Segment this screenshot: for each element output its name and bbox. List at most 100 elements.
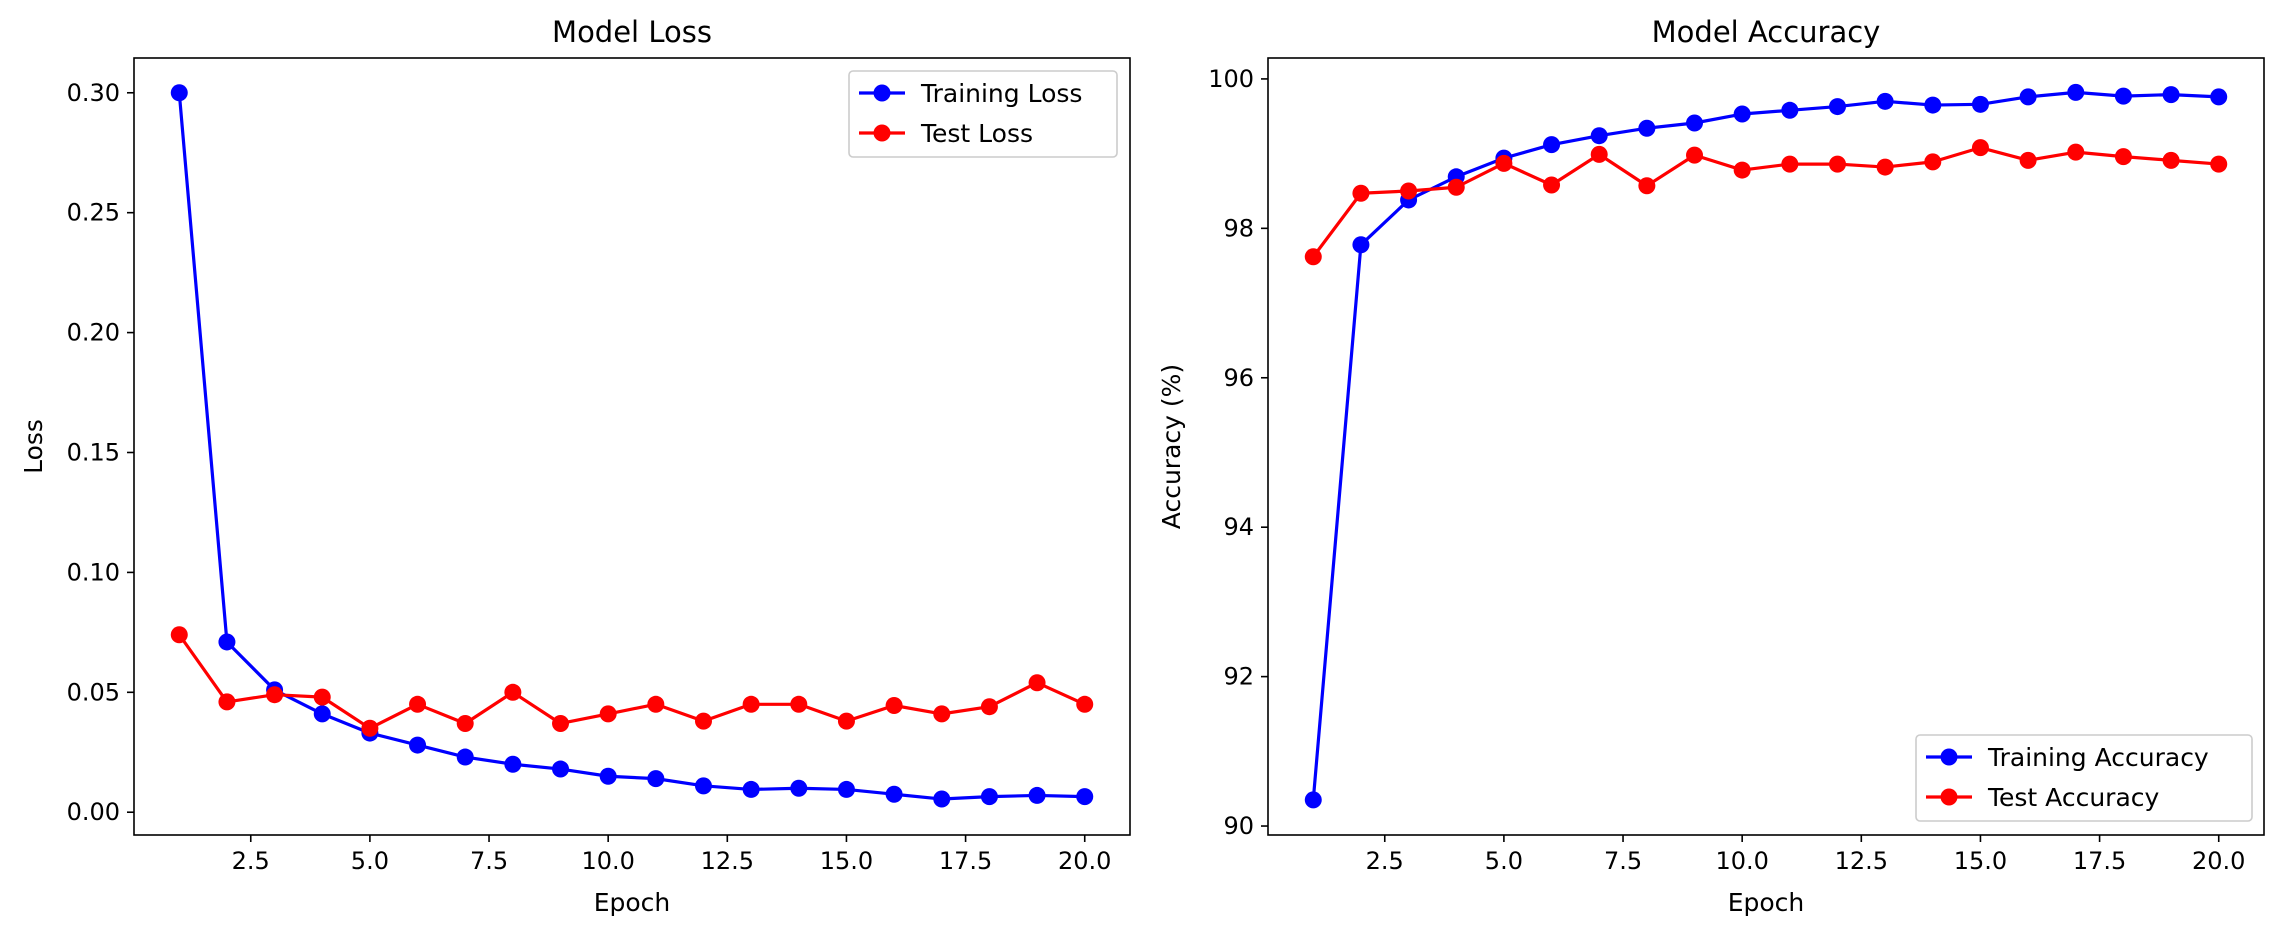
- data-point-test: [409, 695, 427, 713]
- data-point-test: [552, 714, 570, 732]
- legend-entry-label: Test Accuracy: [1987, 783, 2160, 812]
- data-point-test: [647, 695, 665, 713]
- data-point-test: [1076, 695, 1094, 713]
- y-tick-label: 0.15: [67, 438, 120, 466]
- data-point-training: [1971, 95, 1989, 113]
- chart-title: Model Accuracy: [1652, 15, 1881, 49]
- legend-box: [848, 70, 1118, 158]
- data-point-test: [170, 626, 188, 644]
- data-point-training: [1733, 105, 1751, 123]
- data-point-training: [1924, 96, 1942, 114]
- data-point-training: [170, 84, 188, 102]
- data-point-test: [2162, 151, 2180, 169]
- legend-box: [1915, 734, 2253, 822]
- data-point-test: [2210, 155, 2228, 173]
- x-tick-label: 10.0: [581, 847, 634, 875]
- x-tick-label: 15.0: [820, 847, 873, 875]
- y-axis-label: Loss: [19, 419, 48, 474]
- data-point-test: [742, 695, 760, 713]
- data-point-training: [790, 779, 808, 797]
- data-point-training: [1590, 127, 1608, 145]
- data-point-training: [1876, 92, 1894, 110]
- data-point-test: [1352, 184, 1370, 202]
- y-tick-label: 0.25: [67, 199, 120, 227]
- x-tick-label: 2.5: [232, 847, 270, 875]
- data-point-test: [2067, 143, 2085, 161]
- data-point-training: [1686, 114, 1704, 132]
- y-tick-label: 0.05: [67, 678, 120, 706]
- y-tick-label: 98: [1223, 214, 1254, 242]
- data-point-test: [2019, 151, 2037, 169]
- data-point-test: [1876, 158, 1894, 176]
- x-tick-label: 7.5: [470, 847, 508, 875]
- x-axis-label: Epoch: [1728, 888, 1805, 917]
- data-point-training: [1304, 791, 1322, 809]
- data-point-training: [1028, 786, 1046, 804]
- y-tick-label: 0.00: [67, 798, 120, 826]
- data-point-test: [1447, 178, 1465, 196]
- x-tick-label: 15.0: [1954, 847, 2007, 875]
- data-point-test: [1400, 182, 1418, 200]
- legend: Training Accuracy Test Accuracy: [1915, 734, 2253, 822]
- data-point-training: [599, 767, 617, 785]
- data-point-training: [2210, 88, 2228, 106]
- x-tick-label: 10.0: [1715, 847, 1768, 875]
- legend-swatch-marker: [1940, 788, 1958, 806]
- chart-title: Model Loss: [552, 15, 712, 49]
- data-point-test: [1304, 248, 1322, 266]
- data-point-test: [1686, 146, 1704, 164]
- y-tick-label: 0.30: [67, 79, 120, 107]
- data-point-test: [266, 686, 284, 704]
- data-point-test: [218, 693, 236, 711]
- data-point-training: [694, 777, 712, 795]
- data-point-test: [361, 719, 379, 737]
- data-point-test: [790, 695, 808, 713]
- data-point-training: [2114, 87, 2132, 105]
- data-point-training: [1352, 236, 1370, 254]
- plot-frame: [133, 57, 1131, 836]
- y-tick-label: 0.10: [67, 558, 120, 586]
- accuracy-chart-panel: Model Accuracy 2.5 5.0 7.5 10.0 12.5 15.0 17.5 2…: [1157, 15, 2265, 917]
- legend-swatch-marker: [1940, 748, 1958, 766]
- data-point-test: [1543, 176, 1561, 194]
- data-point-training: [885, 785, 903, 803]
- x-tick-label: 2.5: [1366, 847, 1404, 875]
- data-point-training: [1076, 788, 1094, 806]
- data-point-test: [1495, 154, 1513, 172]
- data-point-training: [837, 780, 855, 798]
- data-point-test: [885, 697, 903, 714]
- legend-swatch-marker: [873, 124, 891, 142]
- data-point-training: [313, 705, 331, 723]
- data-point-test: [1733, 161, 1751, 179]
- data-point-test: [837, 712, 855, 730]
- data-point-test: [1781, 155, 1799, 173]
- data-point-training: [504, 755, 522, 773]
- data-point-training: [2067, 83, 2085, 101]
- data-point-test: [980, 698, 998, 716]
- y-tick-label: 100: [1208, 65, 1254, 93]
- y-tick-label: 90: [1223, 812, 1254, 840]
- data-point-training: [1781, 101, 1799, 119]
- x-tick-label: 20.0: [1058, 847, 1111, 875]
- data-point-training: [218, 633, 236, 651]
- data-point-test: [504, 683, 522, 701]
- data-point-training: [1638, 119, 1656, 137]
- x-tick-label: 5.0: [1485, 847, 1523, 875]
- data-point-training: [456, 748, 474, 766]
- x-tick-label: 12.5: [1835, 847, 1888, 875]
- plot-frame: [1267, 57, 2265, 836]
- legend-entry-label: Training Loss: [920, 79, 1082, 108]
- data-point-test: [933, 705, 951, 723]
- legend-entry-label: Training Accuracy: [1987, 743, 2209, 772]
- data-point-training: [742, 780, 760, 798]
- data-point-training: [1828, 98, 1846, 116]
- x-tick-label: 12.5: [701, 847, 754, 875]
- y-tick-label: 92: [1223, 663, 1254, 691]
- data-point-test: [1924, 153, 1942, 171]
- data-point-test: [1028, 674, 1046, 692]
- data-point-training: [647, 770, 665, 788]
- data-point-test: [1971, 139, 1989, 157]
- data-point-test: [2114, 148, 2132, 166]
